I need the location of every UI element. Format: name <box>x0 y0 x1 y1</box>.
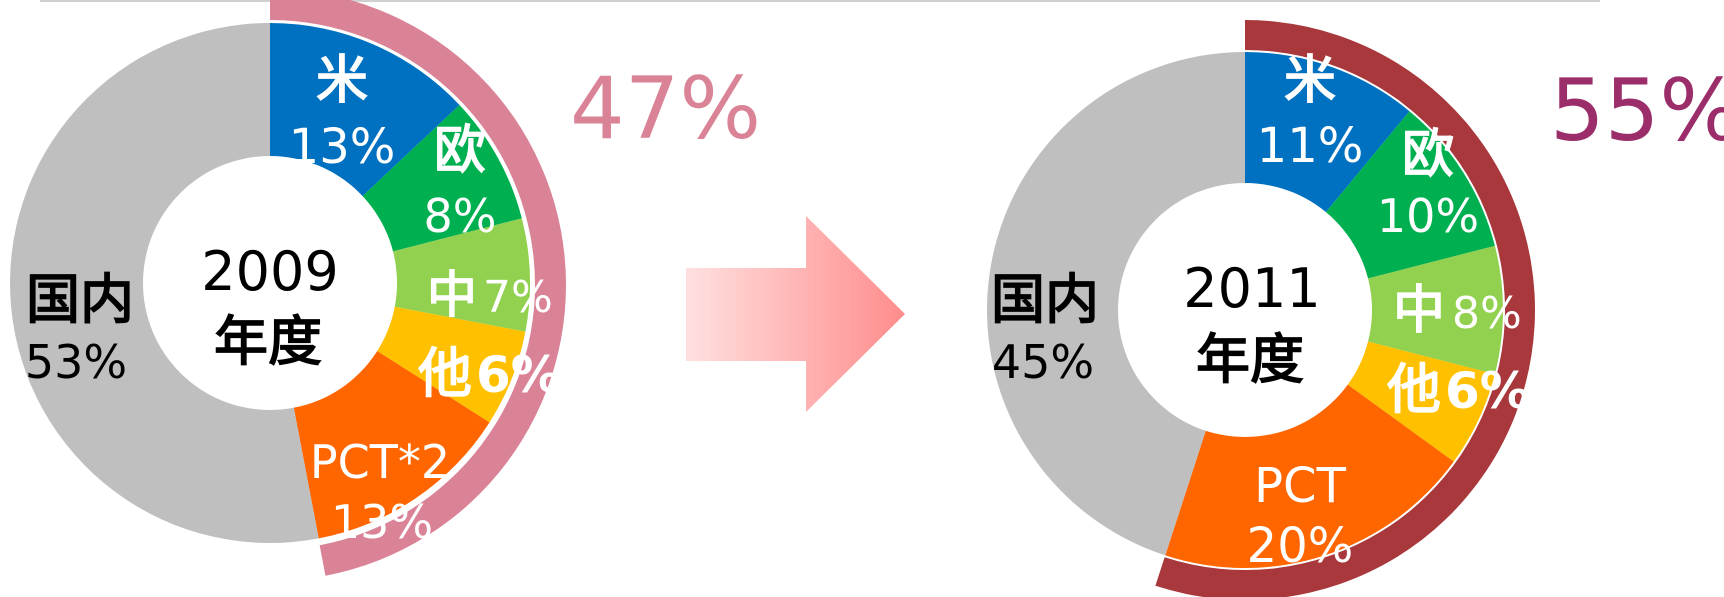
donut-hole-2011 <box>1118 183 1372 437</box>
slice-label-name: PCT*2 <box>310 435 450 489</box>
center-title-label-2011: 年度 <box>1196 328 1304 391</box>
slice-label-value: 20% <box>1247 518 1354 574</box>
slice-label-value: 6% <box>1445 362 1530 420</box>
pie-slice-2 <box>1245 245 1503 375</box>
slice-label-name: 欧 <box>434 121 486 181</box>
slice-label-name: 他 <box>417 342 472 405</box>
overseas-ring-2009 <box>270 0 566 576</box>
donut-hole-2009 <box>143 156 397 410</box>
slice-label-name: 国内 <box>991 268 1099 331</box>
slice-label-value: 7% <box>483 272 553 323</box>
slice-label-name: 国内 <box>26 268 134 331</box>
center-title-label-2009: 年度 <box>214 310 322 373</box>
slice-label-name: 米 <box>1284 51 1336 111</box>
slice-label-value: 8% <box>1452 288 1522 339</box>
pie-slice-2 <box>270 218 530 332</box>
slice-label-value: 6% <box>476 346 561 404</box>
slice-label-value: 10% <box>1377 189 1479 243</box>
overseas-ring-arc <box>270 0 566 576</box>
slice-label-name: 中 <box>427 266 477 324</box>
pie-slice-5 <box>987 52 1245 556</box>
center-title-year-2009: 2009 <box>201 240 338 303</box>
overseas-total-2011: 55% <box>1550 61 1724 161</box>
slice-label-name: 米 <box>316 51 368 111</box>
slice-label-name: PCT <box>1254 458 1346 514</box>
center-title-year-2011: 2011 <box>1183 257 1320 320</box>
slice-label-value: 53% <box>25 335 127 389</box>
right-arrow-icon <box>686 216 905 412</box>
slice-label-value: 13% <box>289 119 396 175</box>
slice-label-value: 8% <box>424 189 497 243</box>
slice-label-value: 45% <box>992 335 1094 389</box>
slice-label-value: 11% <box>1257 118 1364 174</box>
slice-label-name: 欧 <box>1402 125 1454 185</box>
slice-label-name: 他 <box>1386 358 1441 421</box>
donut-chart-2009: 2009 年度 米 13% 欧 8% 中 7% 他 6% PCT*2 13% 国… <box>10 0 761 576</box>
slice-label-value: 13% <box>331 495 433 549</box>
slice-label-name: 中 <box>1393 281 1445 341</box>
donut-chart-2011: 2011 年度 米 11% 欧 10% 中 8% 他 6% PCT 20% 国内… <box>987 20 1724 597</box>
overseas-total-2009: 47% <box>570 59 761 159</box>
